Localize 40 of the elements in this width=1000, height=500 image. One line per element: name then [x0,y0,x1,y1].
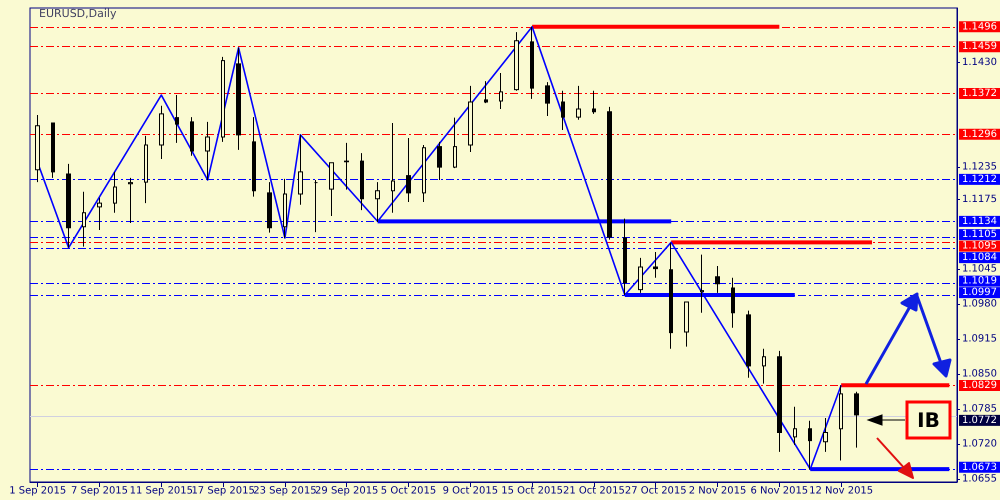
y-tick-label: 1.0850 [962,368,998,380]
y-tick-label: 1.1045 [962,264,998,275]
ref-line-label: 1.0829 [962,380,998,391]
legend-label: 1.1084 [962,252,998,264]
x-tick-label: 15 Oct 2015 [501,486,564,496]
ref-line-label: 1.1296 [962,128,998,140]
ref-line-label: 1.0772 [962,414,998,426]
ref-line-label: 1.0673 [962,462,998,473]
x-tick-label: 1 Sep 2015 [9,486,66,496]
y-tick-label: 1.0655 [962,473,998,484]
x-tick-label: 23 Sep 2015 [253,486,317,496]
x-tick-label: 6 Nov 2015 [750,486,808,496]
x-tick-label: 27 Oct 2015 [624,486,687,496]
x-tick-label: 21 Oct 2015 [563,486,625,496]
y-tick-label: 1.0720 [962,438,998,450]
y-tick-label: 1.1175 [962,194,998,205]
ref-line-label: 1.1095 [962,240,998,252]
y-tick-label: 1.0915 [962,334,998,345]
x-tick-label: 2 Nov 2015 [688,486,746,496]
ref-line-label: 1.1105 [962,229,998,240]
x-tick-label: 7 Sep 2015 [71,486,128,496]
y-tick-label: 1.1235 [962,162,998,173]
y-tick-label: 1.0785 [962,403,998,414]
y-tick-label: 1.0980 [962,298,998,310]
ref-line-label: 1.1134 [962,216,998,227]
x-tick-label: 5 Oct 2015 [380,486,436,496]
x-tick-label: 12 Nov 2015 [809,486,874,496]
x-tick-label: 9 Oct 2015 [442,486,498,496]
x-tick-label: 11 Sep 2015 [130,486,194,496]
ref-line-label: 1.1212 [962,174,998,185]
annotation: IB [917,408,940,432]
ref-line-label: 1.1372 [962,88,998,99]
ref-line-label: 1.0997 [962,287,998,298]
chart-title: EURUSD,Daily [39,7,117,20]
x-tick-label: 17 Sep 2015 [191,486,255,496]
x-tick-label: 29 Sep 2015 [315,486,378,496]
ref-line-label: 1.1459 [962,41,998,52]
y-tick-label: 1.1430 [962,56,998,68]
ref-line-label: 1.1496 [962,21,998,32]
ref-line-label: 1.1019 [962,276,998,287]
